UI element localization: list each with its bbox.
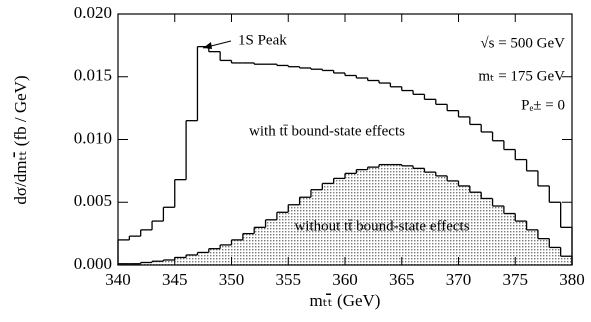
x-tick-label: 340	[105, 270, 131, 289]
y-axis-label: dσ/dmₜₜ̄ (fb / GeV)	[11, 75, 30, 204]
bar	[537, 238, 550, 265]
bar	[186, 254, 198, 265]
bar	[197, 252, 209, 265]
bar	[492, 206, 504, 265]
bar	[140, 262, 153, 265]
bar	[265, 219, 277, 265]
bar	[526, 229, 538, 265]
bar	[254, 227, 266, 265]
bar	[413, 168, 425, 265]
bar	[424, 172, 436, 265]
bar	[333, 178, 345, 265]
annotation-arrowhead	[203, 42, 212, 49]
y-tick-label: 0.015	[74, 66, 112, 85]
x-tick-label: 375	[503, 270, 529, 289]
x-tick-label: 365	[389, 270, 415, 289]
bar	[163, 259, 175, 265]
bar	[356, 169, 368, 265]
plot-area	[117, 45, 573, 265]
x-tick-label: 370	[446, 270, 472, 289]
bar	[481, 198, 493, 265]
annotation: mₜ = 175 GeV	[478, 68, 565, 84]
y-tick-label: 0.010	[74, 128, 112, 147]
annotation: Pₑ± = 0	[521, 97, 565, 113]
x-axis-label: mₜₜ̄ (GeV)	[310, 291, 381, 310]
x-tick-label: 355	[276, 270, 302, 289]
bar	[549, 247, 561, 265]
series-label: with tt̄ bound-state effects	[249, 123, 405, 139]
x-tick-label: 380	[559, 270, 585, 289]
y-tick-label: 0.000	[74, 254, 112, 273]
series-label: without tt̄ bound-state effects	[294, 218, 469, 234]
bar	[458, 185, 470, 265]
bar	[242, 233, 255, 265]
bar	[174, 257, 187, 265]
bar	[288, 204, 300, 265]
annotation: √s = 500 GeV	[480, 35, 565, 51]
bar	[208, 248, 221, 265]
bar	[276, 212, 289, 265]
x-tick-label: 350	[219, 270, 245, 289]
bar	[560, 256, 572, 265]
bar	[447, 180, 459, 265]
y-tick-label: 0.005	[74, 191, 112, 210]
y-tick-label: 0.020	[74, 3, 112, 22]
annotation: 1S Peak	[238, 32, 287, 48]
x-tick-label: 345	[162, 270, 188, 289]
bar	[515, 221, 527, 265]
bar	[299, 197, 311, 265]
bar	[345, 173, 357, 265]
bar	[503, 213, 516, 265]
bar	[152, 261, 164, 265]
bar	[367, 167, 380, 265]
x-tick-label: 360	[332, 270, 358, 289]
bar	[435, 175, 448, 265]
bar	[379, 164, 391, 265]
bar	[401, 165, 414, 265]
bar	[390, 164, 402, 265]
bar	[322, 183, 334, 265]
bar	[310, 189, 323, 265]
bar	[469, 192, 482, 265]
bar	[220, 244, 232, 265]
bar	[231, 239, 243, 265]
